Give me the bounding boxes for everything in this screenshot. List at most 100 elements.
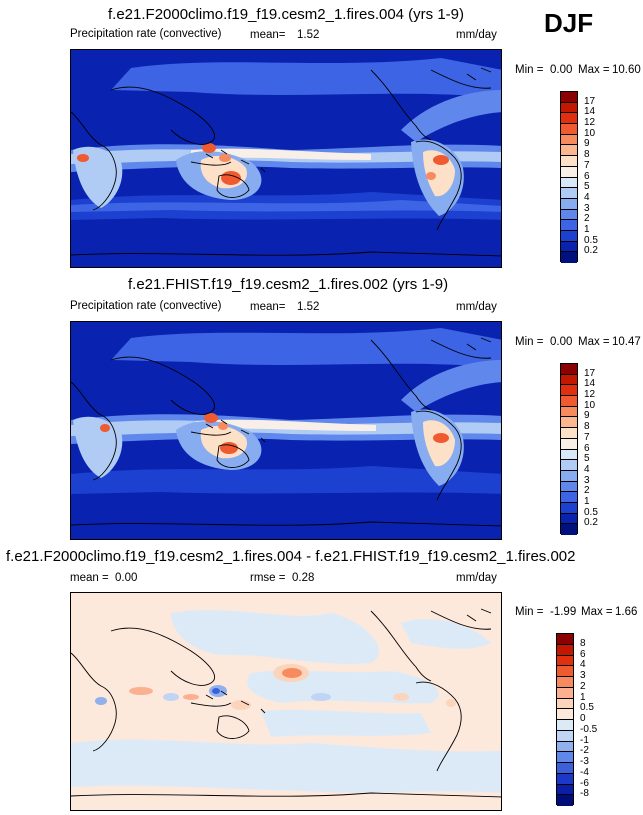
colorbar-label: 12 <box>584 389 596 401</box>
colorbar-label: 0.5 <box>580 702 594 714</box>
colorbar-swatch <box>557 698 573 710</box>
colorbar-label: 4 <box>584 191 590 203</box>
colorbar-swatch <box>561 449 577 461</box>
colorbar-label: 5 <box>584 181 590 193</box>
colorbar-label: 0.2 <box>584 517 598 529</box>
panel-2-title: f.e21.FHIST.f19_f19.cesm2_1.fires.002 (y… <box>128 276 449 293</box>
colorbar-label: 6 <box>584 442 590 454</box>
colorbar-label: 2 <box>584 213 590 225</box>
panel-2-min-value: 0.00 <box>550 336 573 348</box>
colorbar-label: 7 <box>584 159 590 171</box>
colorbar-swatch <box>557 677 573 688</box>
colorbar-swatch <box>561 134 577 146</box>
colorbar-label: 0 <box>580 713 586 724</box>
colorbar-swatch <box>557 795 573 806</box>
colorbar-swatch <box>561 406 577 418</box>
panel-1-mean-label: mean= <box>250 29 286 41</box>
colorbar-swatch <box>561 230 577 242</box>
colorbar-swatch <box>557 644 573 656</box>
colorbar-swatch <box>561 241 577 253</box>
panel-3-units: mm/day <box>456 572 497 584</box>
colorbar-swatch <box>561 481 577 493</box>
colorbar-swatch <box>561 470 577 482</box>
colorbar-label: 8 <box>584 149 590 161</box>
panel-1-min-label: Min = <box>515 64 544 76</box>
panel-3-rmse-label: rmse = <box>250 572 286 584</box>
panel-1-max-label: Max = <box>578 64 610 76</box>
colorbar-swatch <box>557 752 573 763</box>
colorbar-label: 6 <box>580 648 586 660</box>
colorbar-swatch <box>561 188 577 199</box>
panel-3-mean-value: 0.00 <box>115 572 138 584</box>
season-label: DJF <box>544 8 594 38</box>
panel-1-min-value: 0.00 <box>550 64 573 76</box>
colorbar-label: 10 <box>584 399 596 411</box>
colorbar-swatch <box>557 634 573 645</box>
colorbar-swatch <box>561 524 577 535</box>
colorbar-swatch <box>561 209 577 221</box>
colorbar-label: 1 <box>580 691 586 703</box>
colorbar-label: 3 <box>580 670 586 681</box>
panel-3-rmse-value: 0.28 <box>292 572 315 584</box>
colorbar-swatch <box>561 364 577 375</box>
colorbar-label: -4 <box>580 766 589 778</box>
panel-1-title: f.e21.F2000climo.f19_f19.cesm2_1.fires.0… <box>108 6 465 23</box>
panel-1-map <box>70 49 502 268</box>
colorbar-swatch <box>557 666 573 677</box>
colorbar-swatch <box>557 763 573 774</box>
colorbar-swatch <box>561 177 577 189</box>
panel-2-units: mm/day <box>456 301 497 313</box>
colorbar-label: -1 <box>580 734 589 746</box>
colorbar-label: 3 <box>584 474 590 486</box>
colorbar-label: -0.5 <box>580 723 598 735</box>
panel-3-max-label: Max = <box>581 606 613 618</box>
colorbar-label: -8 <box>580 788 589 800</box>
panel-2-variable: Precipitation rate (convective) <box>70 300 222 312</box>
colorbar-label: 0.5 <box>584 234 598 246</box>
colorbar-label: -6 <box>580 777 589 789</box>
colorbar-label: 1 <box>584 223 590 235</box>
panel-1-mean-value: 1.52 <box>297 29 320 41</box>
colorbar-swatch <box>561 374 577 386</box>
colorbar-swatch <box>561 198 577 210</box>
colorbar-label: 17 <box>584 95 596 107</box>
colorbar-swatch <box>561 156 577 167</box>
colorbar-swatch <box>561 385 577 397</box>
colorbar-swatch <box>561 113 577 125</box>
colorbar-swatch <box>557 687 573 699</box>
panel-2-min-label: Min = <box>515 336 544 348</box>
colorbar-label: 10 <box>584 127 596 139</box>
panel-2-map <box>70 321 502 540</box>
panel-2-mean-value: 1.52 <box>297 301 320 313</box>
panel-3-max-value: 1.66 <box>615 606 638 618</box>
panel-3-title: f.e21.F2000climo.f19_f19.cesm2_1.fires.0… <box>6 548 576 565</box>
colorbar-swatch <box>561 92 577 103</box>
colorbar-swatch <box>561 166 577 178</box>
colorbar-swatch <box>561 513 577 525</box>
colorbar-swatch <box>561 220 577 231</box>
colorbar-label: 12 <box>584 117 596 129</box>
colorbar-label: 4 <box>584 463 590 475</box>
colorbar-swatch <box>557 730 573 742</box>
panel-2-max-value: 10.47 <box>612 336 641 348</box>
colorbar-swatch <box>557 720 573 731</box>
colorbar-swatch <box>557 655 573 667</box>
colorbar-swatch <box>561 438 577 450</box>
colorbar-label: 9 <box>584 138 590 150</box>
panel-1-colorbar <box>560 91 578 263</box>
colorbar-label: 7 <box>584 431 590 443</box>
colorbar-label: 2 <box>580 680 586 692</box>
colorbar-swatch <box>561 460 577 471</box>
colorbar-label: 1 <box>584 495 590 507</box>
colorbar-swatch <box>561 102 577 114</box>
colorbar-label: 8 <box>580 637 586 649</box>
colorbar-swatch <box>561 252 577 263</box>
panel-1-units: mm/day <box>456 29 497 41</box>
colorbar-swatch <box>557 741 573 753</box>
colorbar-label: 17 <box>584 367 596 379</box>
panel-1-max-value: 10.60 <box>612 64 641 76</box>
panel-3-min-value: -1.99 <box>550 606 577 618</box>
colorbar-swatch <box>561 124 577 135</box>
colorbar-swatch <box>557 709 573 720</box>
colorbar-label: 6 <box>584 170 590 182</box>
